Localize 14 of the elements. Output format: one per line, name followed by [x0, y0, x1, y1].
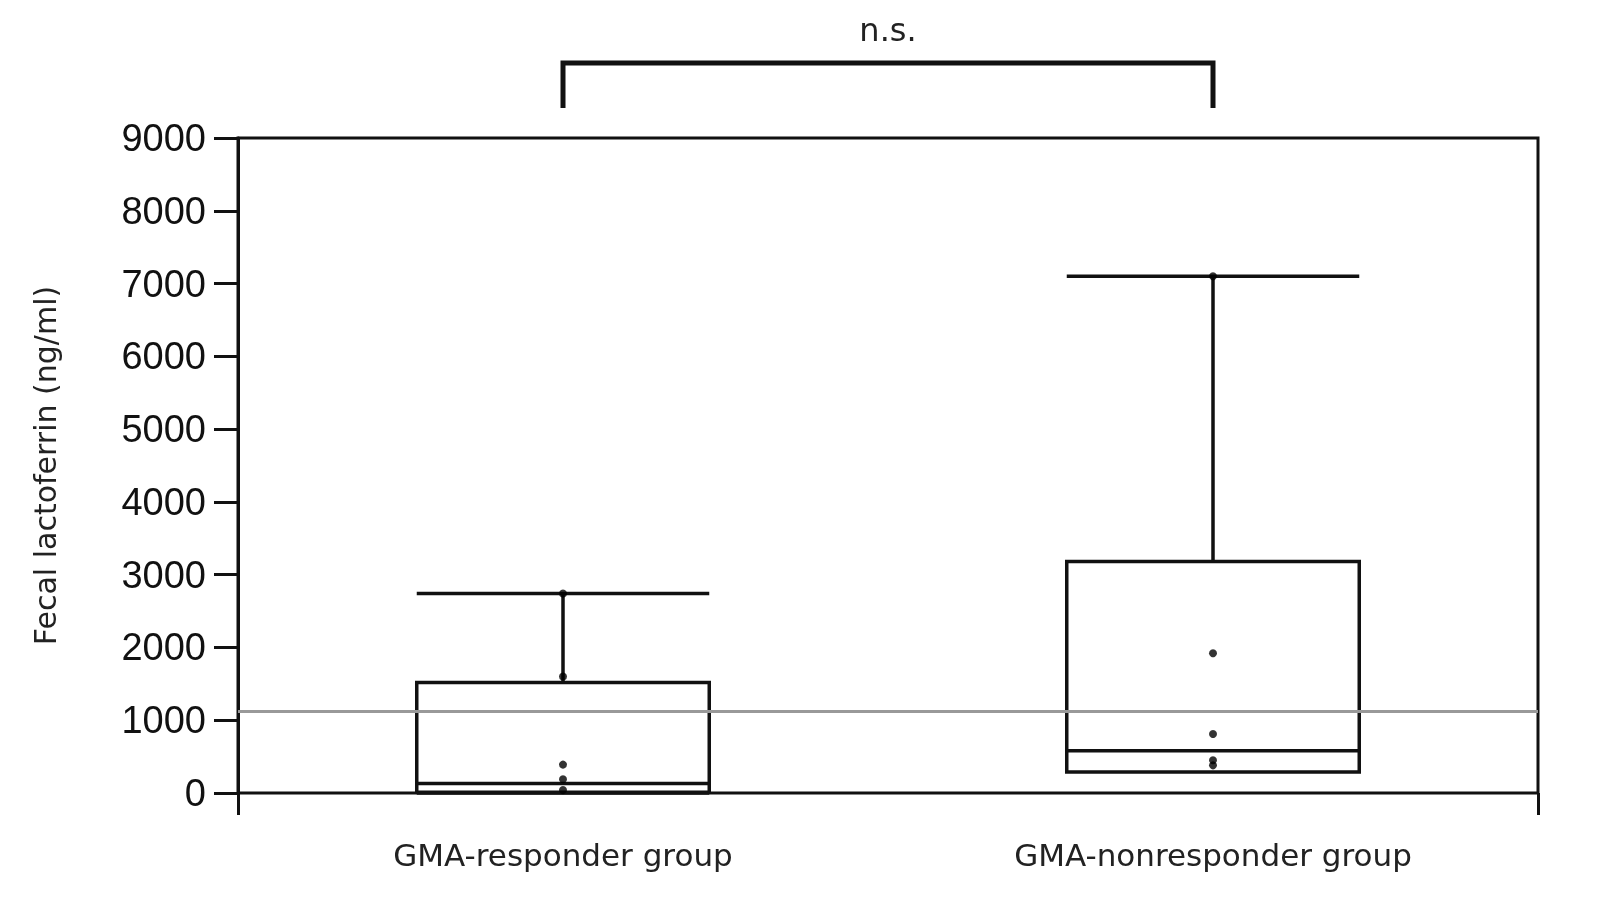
- y-tick-label: 2000: [121, 626, 206, 669]
- x-tick-label: GMA-nonresponder group: [1014, 836, 1412, 873]
- y-tick-label: 5000: [121, 408, 206, 451]
- y-tick-label: 1000: [121, 699, 206, 742]
- y-tick-label: 9000: [121, 117, 206, 159]
- y-tick-label: 7000: [121, 262, 206, 305]
- y-tick-label: 4000: [121, 480, 206, 523]
- y-tick-label: 3000: [121, 553, 206, 596]
- y-tick-label: 0: [184, 772, 206, 814]
- y-tick-label: 6000: [121, 335, 206, 378]
- x-tick-label: GMA-responder group: [393, 836, 733, 873]
- y-tick-label: 8000: [121, 189, 206, 232]
- text: n.s.: [859, 11, 917, 49]
- y-axis-title: Fecal lactoferrin (ng/ml): [27, 285, 63, 646]
